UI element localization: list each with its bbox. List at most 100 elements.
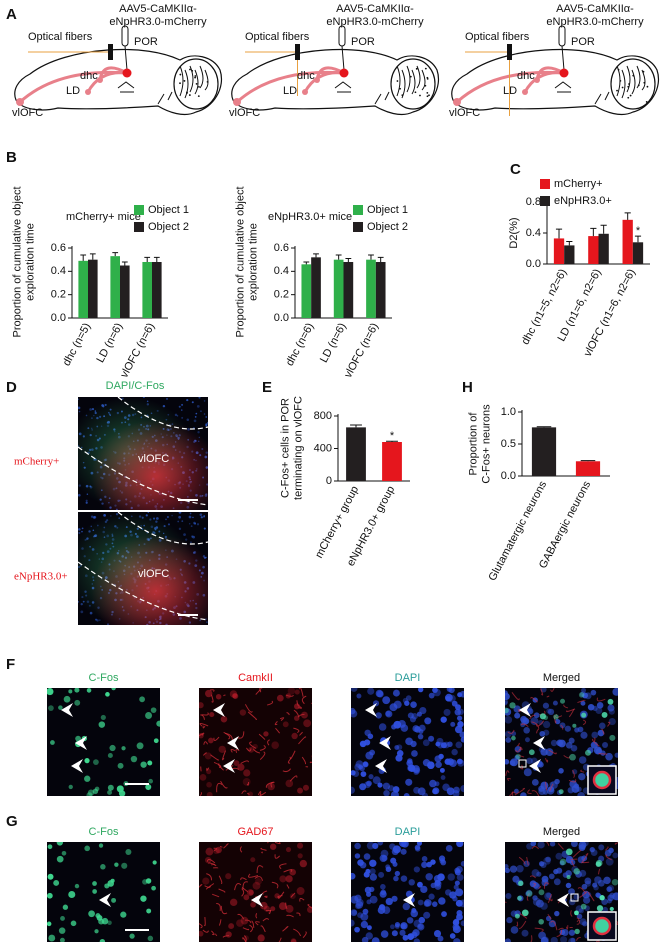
- cell: [278, 902, 287, 911]
- cell: [250, 901, 256, 908]
- cell: [526, 890, 533, 897]
- fiber-stain: [289, 750, 296, 759]
- cell: [215, 846, 222, 854]
- cell: [537, 842, 545, 849]
- fiber-stain: [223, 843, 229, 849]
- bar: [375, 262, 386, 318]
- brain-detail: [334, 81, 390, 105]
- cell: [107, 789, 113, 795]
- fiber-stain: [519, 913, 528, 919]
- cell: [533, 712, 540, 719]
- cerebellum-dot: [179, 82, 181, 85]
- cell: [574, 727, 580, 733]
- cell: [232, 693, 239, 700]
- cell: [393, 875, 399, 882]
- cell: [410, 701, 417, 708]
- micrograph: [47, 688, 160, 796]
- channel-label: DAPI: [395, 826, 421, 838]
- fiber-stain: [572, 769, 575, 779]
- cell: [390, 790, 399, 796]
- por-wire: [341, 45, 345, 71]
- cell: [530, 842, 537, 847]
- cell: [432, 788, 438, 795]
- cell: [107, 920, 112, 925]
- fiber-stain: [530, 935, 533, 942]
- cerebellum-dot: [642, 70, 645, 73]
- cell: [417, 787, 426, 796]
- legend-swatch: [353, 222, 363, 232]
- cell: [307, 906, 312, 913]
- cell: [418, 916, 426, 924]
- significance-mark: *: [636, 225, 641, 237]
- cerebellum-dot: [616, 89, 618, 92]
- fiber-stain: [252, 748, 261, 754]
- fiber-stain: [299, 897, 305, 902]
- cell: [540, 748, 548, 756]
- cell: [539, 730, 546, 737]
- cell: [357, 859, 364, 866]
- optical-fiber: [507, 44, 512, 60]
- cell: [438, 753, 444, 760]
- fiber-stain: [601, 728, 605, 735]
- fiber-stain: [605, 846, 609, 851]
- group-label: mCherry+: [14, 456, 59, 468]
- fiber-stain: [293, 709, 300, 717]
- fiber-stain: [249, 924, 253, 933]
- cell: [355, 903, 361, 910]
- por-node: [559, 68, 569, 78]
- cerebellum-dot: [197, 95, 200, 98]
- y-axis-label: terminating on vlOFC: [292, 396, 304, 500]
- cell: [299, 859, 308, 868]
- virus-label: eNpHR3.0-mCherry: [109, 16, 207, 28]
- cell: [417, 923, 425, 931]
- x-tick-label: dhc (n=6): [284, 321, 317, 368]
- y-axis-label: exploration time: [24, 223, 36, 301]
- cell: [545, 856, 551, 863]
- cerebellum-dot: [194, 76, 197, 79]
- fiber-label: Optical fibers: [28, 31, 93, 43]
- cell: [456, 715, 463, 721]
- fiber-stain: [234, 883, 242, 891]
- cell: [573, 868, 580, 875]
- cerebellum-dot: [419, 94, 421, 97]
- cell: [565, 848, 573, 856]
- cell: [542, 789, 549, 795]
- cell: [294, 715, 300, 721]
- cell: [532, 895, 538, 901]
- cell: [56, 855, 64, 863]
- bar: [142, 262, 152, 318]
- cell: [47, 892, 53, 899]
- channel-label: Merged: [543, 672, 580, 684]
- fiber-stain: [244, 704, 253, 713]
- brain-outline: [14, 48, 222, 116]
- cell: [517, 895, 522, 901]
- fiber-stain: [546, 695, 550, 698]
- cell: [411, 907, 417, 913]
- bar: [564, 245, 575, 264]
- cell: [204, 752, 212, 760]
- cell: [591, 731, 599, 739]
- cell: [456, 842, 464, 848]
- cell: [199, 732, 204, 739]
- cell: [365, 751, 374, 760]
- virus-label: eNpHR3.0-mCherry: [326, 16, 424, 28]
- cell: [239, 709, 247, 716]
- cell: [578, 692, 585, 698]
- cell: [589, 846, 595, 853]
- cell: [369, 886, 375, 893]
- cell: [360, 912, 369, 921]
- cell: [372, 842, 379, 850]
- fiber-stain: [200, 714, 205, 720]
- cell: [612, 852, 618, 859]
- fiber-label: Optical fibers: [245, 31, 310, 43]
- fiber-stain: [265, 910, 272, 912]
- cell: [242, 777, 251, 786]
- fiber-stain: [243, 935, 247, 942]
- cell: [147, 935, 154, 942]
- micrograph: [199, 842, 312, 942]
- cell: [285, 693, 291, 699]
- cell: [364, 729, 371, 736]
- cell: [391, 895, 398, 902]
- cell: [577, 792, 585, 796]
- cell: [58, 927, 66, 934]
